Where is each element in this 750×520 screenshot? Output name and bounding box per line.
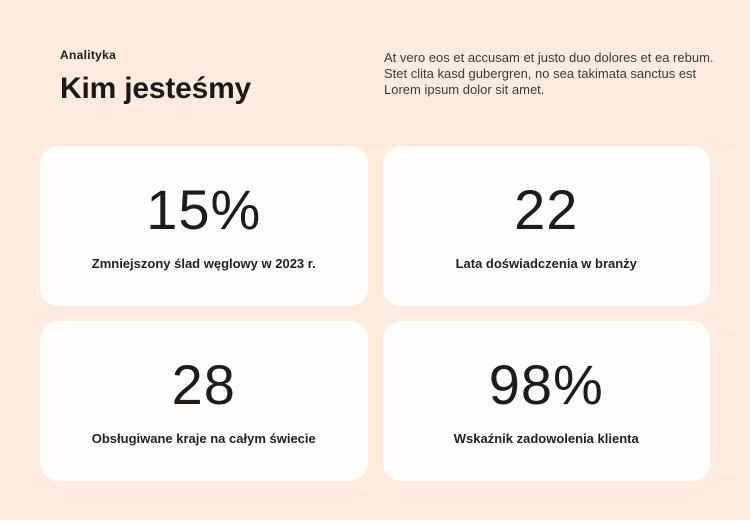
intro-line: Lorem ipsum dolor sit amet.	[384, 82, 545, 97]
stat-value: 15%	[146, 177, 262, 241]
stat-card-satisfaction: 98% Wskaźnik zadowolenia klienta	[382, 321, 710, 481]
stat-card-experience: 22 Lata doświadczenia w branży	[382, 146, 710, 306]
intro-paragraph: At vero eos et accusam et justo duo dolo…	[384, 48, 714, 98]
stat-label: Wskaźnik zadowolenia klienta	[453, 430, 639, 446]
intro-line: At vero eos et accusam et justo duo dolo…	[384, 50, 714, 65]
stats-grid: 15% Zmniejszony ślad węglowy w 2023 r. 2…	[40, 146, 710, 481]
intro-line: Stet clita kasd gubergren, no sea takima…	[384, 66, 697, 81]
page-title: Kim jesteśmy	[60, 72, 252, 105]
stat-label: Zmniejszony ślad węglowy w 2023 r.	[91, 255, 316, 271]
section-header: Analityka Kim jesteśmy At vero eos et ac…	[0, 0, 750, 106]
stat-value: 28	[171, 352, 236, 416]
stat-value: 22	[514, 177, 579, 241]
eyebrow-label: Analityka	[60, 48, 117, 62]
stat-value: 98%	[488, 352, 604, 416]
stat-card-countries: 28 Obsługiwane kraje na całym świecie	[40, 321, 368, 481]
stat-card-carbon: 15% Zmniejszony ślad węglowy w 2023 r.	[40, 146, 368, 306]
header-left: Analityka Kim jesteśmy	[60, 48, 251, 106]
stat-label: Lata doświadczenia w branży	[455, 255, 637, 271]
stat-label: Obsługiwane kraje na całym świecie	[91, 430, 316, 446]
